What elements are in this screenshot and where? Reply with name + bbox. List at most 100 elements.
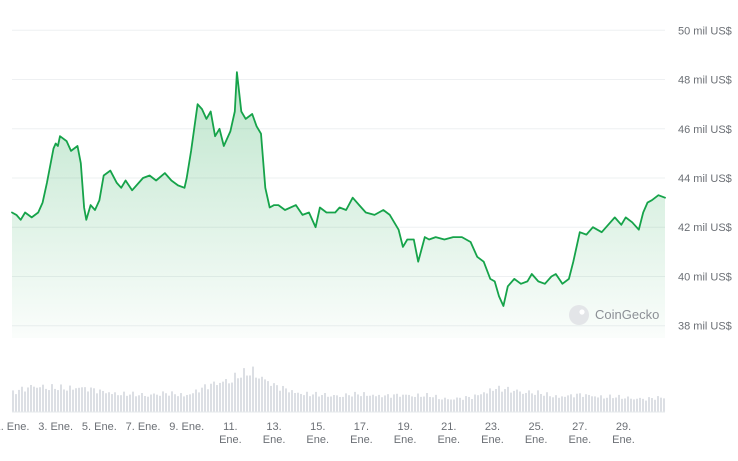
volume-bar bbox=[276, 385, 278, 412]
volume-bar bbox=[369, 395, 371, 412]
y-tick-label: 46 mil US$ bbox=[678, 124, 732, 136]
volume-bar bbox=[363, 392, 365, 412]
watermark-label: CoinGecko bbox=[595, 307, 659, 322]
volume-bar bbox=[279, 390, 281, 412]
volume-bar bbox=[318, 396, 320, 412]
volume-bar bbox=[231, 382, 233, 412]
volume-bar bbox=[225, 379, 227, 412]
volume-bar bbox=[489, 388, 491, 412]
volume-bar bbox=[273, 383, 275, 412]
volume-bar bbox=[201, 387, 203, 412]
volume-bar bbox=[198, 392, 200, 412]
volume-bar bbox=[450, 399, 452, 412]
volume-bar bbox=[564, 396, 566, 412]
volume-bar bbox=[96, 393, 98, 412]
volume-bar bbox=[15, 394, 17, 412]
x-tick-label: 27. Ene. bbox=[569, 421, 592, 446]
volume-bar bbox=[297, 392, 299, 412]
volume-bar bbox=[507, 386, 509, 412]
volume-bar bbox=[87, 391, 89, 412]
volume-bar bbox=[465, 396, 467, 412]
coingecko-watermark: CoinGecko bbox=[569, 305, 659, 325]
volume-bar bbox=[69, 385, 71, 412]
volume-bar bbox=[213, 381, 215, 412]
volume-bar bbox=[537, 390, 539, 412]
volume-bar bbox=[294, 392, 296, 412]
volume-bar bbox=[12, 390, 14, 412]
volume-bar bbox=[411, 396, 413, 412]
volume-bar bbox=[141, 393, 143, 412]
volume-bar bbox=[453, 399, 455, 412]
volume-bars bbox=[12, 366, 665, 413]
volume-bar bbox=[237, 378, 239, 412]
volume-bar bbox=[417, 393, 419, 412]
y-tick-label: 48 mil US$ bbox=[678, 75, 732, 87]
volume-bar bbox=[306, 391, 308, 412]
volume-bar bbox=[459, 397, 461, 412]
y-axis-ticks: 50 mil US$ 48 mil US$ 46 mil US$ 44 mil US$… bbox=[678, 25, 732, 332]
volume-bar bbox=[534, 394, 536, 412]
price-area-fill bbox=[12, 72, 665, 338]
volume-bar bbox=[606, 397, 608, 412]
volume-bar bbox=[261, 376, 263, 412]
volume-bar bbox=[438, 399, 440, 412]
volume-bar bbox=[519, 391, 521, 412]
volume-bar bbox=[258, 378, 260, 412]
volume-bar bbox=[513, 390, 515, 412]
x-tick-label: 17. Ene. bbox=[350, 421, 373, 446]
y-tick-label: 50 mil US$ bbox=[678, 25, 732, 37]
volume-bar bbox=[462, 399, 464, 412]
volume-bar bbox=[267, 381, 269, 412]
volume-bar bbox=[636, 398, 638, 412]
volume-bar bbox=[618, 394, 620, 412]
volume-bar bbox=[345, 393, 347, 412]
volume-bar bbox=[624, 398, 626, 412]
x-tick-label: 11. Ene. bbox=[219, 421, 242, 446]
x-tick-label: 9. Ene. bbox=[169, 421, 204, 433]
volume-bar bbox=[582, 396, 584, 412]
volume-bar bbox=[501, 391, 503, 412]
volume-bar bbox=[354, 391, 356, 412]
volume-bar bbox=[495, 388, 497, 412]
volume-bar bbox=[531, 393, 533, 412]
x-tick-label: 29. Ene. bbox=[612, 421, 635, 446]
volume-bar bbox=[105, 393, 107, 412]
volume-bar bbox=[159, 395, 161, 412]
volume-bar bbox=[372, 394, 374, 412]
volume-bar bbox=[336, 395, 338, 412]
volume-bar bbox=[615, 397, 617, 412]
volume-bar bbox=[348, 395, 350, 412]
volume-bar bbox=[471, 398, 473, 412]
volume-bar bbox=[132, 391, 134, 412]
x-tick-label: 5. Ene. bbox=[82, 421, 117, 433]
volume-bar bbox=[123, 391, 125, 412]
volume-bar bbox=[567, 395, 569, 412]
volume-bar bbox=[75, 388, 77, 412]
volume-bar bbox=[282, 385, 284, 412]
volume-bar bbox=[66, 390, 68, 412]
volume-bar bbox=[402, 394, 404, 412]
x-tick-label: 19. Ene. bbox=[394, 421, 417, 446]
volume-bar bbox=[171, 391, 173, 412]
volume-bar bbox=[147, 396, 149, 412]
volume-bar bbox=[528, 390, 530, 412]
volume-bar bbox=[330, 396, 332, 412]
y-tick-label: 40 mil US$ bbox=[678, 271, 732, 283]
volume-bar bbox=[117, 395, 119, 412]
x-tick-label: 15. Ene. bbox=[306, 421, 329, 446]
volume-bar bbox=[573, 397, 575, 412]
volume-bar bbox=[33, 386, 35, 412]
volume-bar bbox=[57, 390, 59, 412]
volume-bar bbox=[633, 399, 635, 412]
volume-bar bbox=[81, 387, 83, 412]
volume-bar bbox=[162, 391, 164, 412]
volume-bar bbox=[165, 393, 167, 412]
volume-bar bbox=[378, 394, 380, 412]
x-tick-label: 13. Ene. bbox=[263, 421, 286, 446]
volume-bar bbox=[321, 395, 323, 412]
volume-bar bbox=[30, 384, 32, 412]
volume-bar bbox=[483, 392, 485, 412]
volume-bar bbox=[222, 381, 224, 412]
volume-bar bbox=[126, 395, 128, 412]
